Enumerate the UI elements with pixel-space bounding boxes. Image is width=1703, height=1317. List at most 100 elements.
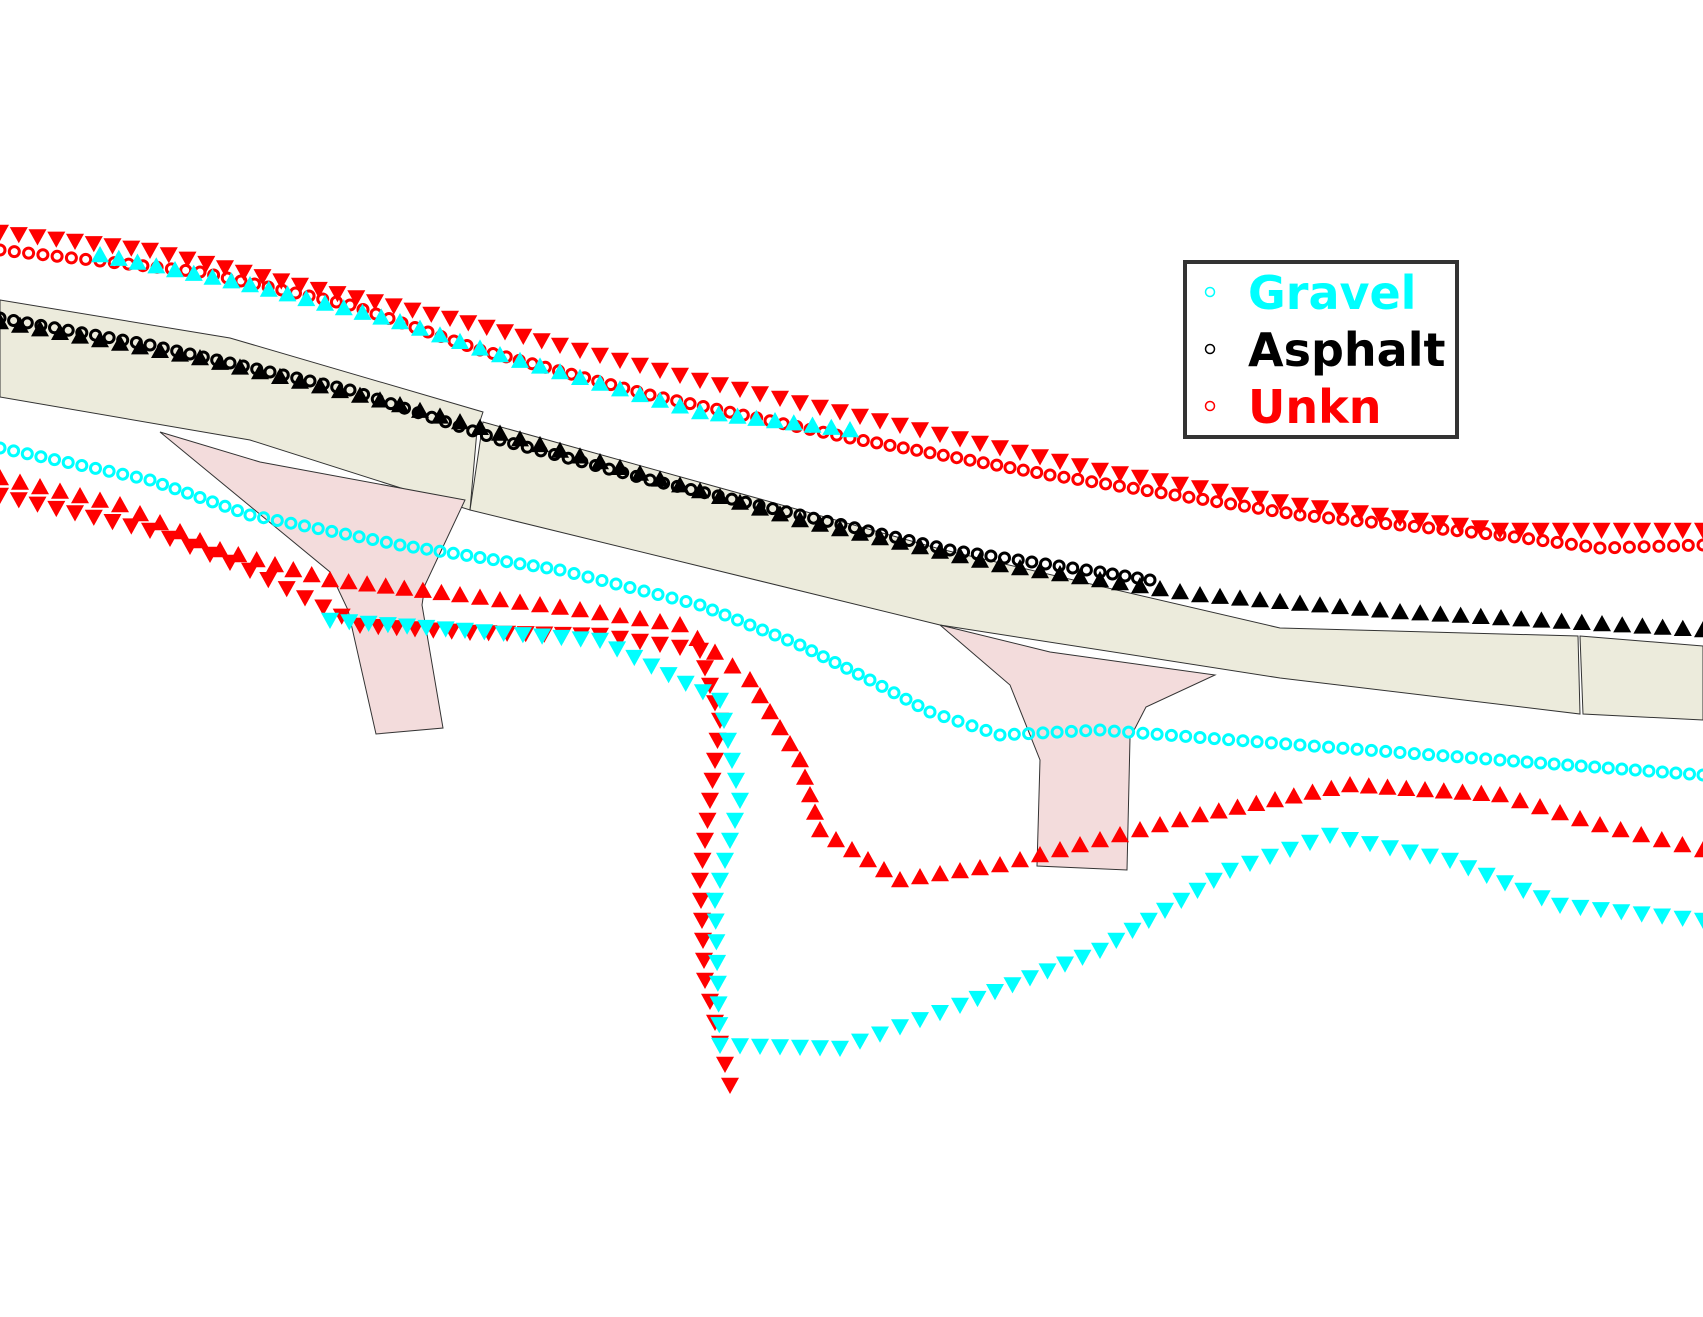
triangle-up-marker <box>728 407 747 424</box>
triangle-up-marker <box>284 561 303 578</box>
triangle-down-marker <box>709 996 728 1013</box>
triangle-down-marker <box>296 590 314 607</box>
circle-marker <box>1493 753 1507 767</box>
circle-marker <box>1615 762 1629 776</box>
circle-marker <box>36 248 50 262</box>
circle-marker <box>604 378 618 392</box>
circle-marker <box>1637 540 1651 554</box>
circle-marker <box>561 451 575 465</box>
circle-marker <box>1579 539 1593 553</box>
triangle-up-marker <box>931 542 949 559</box>
triangle-down-marker <box>477 319 496 336</box>
circle-marker <box>923 705 937 719</box>
triangle-down-marker <box>1091 942 1109 959</box>
triangle-up-marker <box>711 487 729 504</box>
triangle-up-marker <box>1453 783 1472 800</box>
triangle-down-marker <box>931 1005 949 1022</box>
triangle-up-marker <box>222 272 241 289</box>
triangle-down-marker <box>216 260 234 277</box>
circle-marker <box>343 383 357 397</box>
circle-marker <box>950 451 964 465</box>
triangle-up-marker <box>0 313 9 330</box>
triangle-down-marker <box>791 395 809 412</box>
circle-marker <box>1030 466 1044 479</box>
circle-marker <box>828 656 842 669</box>
triangle-down-marker <box>1331 502 1349 519</box>
triangle-up-marker <box>1266 791 1284 808</box>
triangle-up-marker <box>766 412 784 429</box>
triangle-down-marker <box>723 752 741 769</box>
triangle-down-marker <box>1301 834 1319 851</box>
triangle-up-marker <box>451 413 469 430</box>
triangle-down-marker <box>272 273 291 290</box>
legend-label-gravel: Gravel <box>1248 266 1416 320</box>
circle-marker <box>460 548 474 562</box>
circle-marker <box>1322 740 1336 754</box>
triangle-down-marker <box>1321 827 1339 844</box>
triangle-down-marker <box>715 712 733 729</box>
triangle-down-marker <box>532 333 551 350</box>
triangle-down-marker <box>1211 483 1229 500</box>
triangle-down-marker <box>1261 848 1279 865</box>
trajectory-lower-circles <box>0 441 1703 782</box>
triangle-down-marker <box>693 684 712 701</box>
triangle-up-marker <box>771 719 789 736</box>
triangle-up-marker <box>191 349 209 366</box>
triangle-up-marker <box>531 435 549 453</box>
triangle-down-marker <box>1632 906 1651 923</box>
circle-marker <box>1099 477 1113 491</box>
triangle-up-marker <box>51 323 69 340</box>
triangle-up-marker <box>784 414 803 431</box>
triangle-down-marker <box>1591 902 1610 919</box>
triangle-up-marker <box>451 332 469 349</box>
triangle-down-marker <box>731 381 749 398</box>
triangle-down-marker <box>1251 490 1269 507</box>
triangle-up-marker <box>211 541 229 558</box>
triangle-down-marker <box>309 281 328 299</box>
triangle-down-marker <box>181 538 199 555</box>
triangle-down-marker <box>122 240 141 257</box>
circle-marker <box>298 519 311 533</box>
circle-marker <box>781 633 794 647</box>
trajectory-upper-road-down-triangles <box>0 224 1703 539</box>
triangle-up-marker <box>631 385 649 403</box>
road-segment-1 <box>0 299 484 511</box>
triangle-down-marker <box>1491 522 1509 539</box>
triangle-up-marker <box>297 289 316 307</box>
triangle-up-marker <box>951 862 969 879</box>
triangle-down-marker <box>1633 522 1652 539</box>
triangle-down-marker <box>708 975 727 992</box>
trajectory-lower-up-triangles <box>0 469 1703 888</box>
triangle-up-marker <box>351 386 369 403</box>
circle-marker <box>651 588 665 601</box>
circle-marker <box>540 561 554 575</box>
triangle-up-marker <box>1434 782 1453 799</box>
triangle-down-marker <box>436 621 455 638</box>
triangle-up-marker <box>611 458 629 475</box>
circle-marker <box>1422 748 1436 762</box>
circle-marker <box>420 542 434 556</box>
triangle-up-marker <box>71 327 89 344</box>
circle-marker <box>863 673 877 687</box>
circle-marker <box>352 530 366 544</box>
triangle-up-marker <box>1512 610 1531 627</box>
triangle-down-marker <box>47 500 66 518</box>
triangle-down-marker <box>706 892 724 909</box>
triangle-down-marker <box>1694 912 1703 929</box>
triangle-up-marker <box>1571 810 1589 827</box>
triangle-up-marker <box>1151 580 1169 597</box>
triangle-down-marker <box>1341 832 1359 849</box>
circle-marker <box>406 540 420 554</box>
triangle-up-marker <box>151 341 169 358</box>
triangle-down-marker <box>1073 949 1092 966</box>
triangle-up-marker <box>11 473 29 490</box>
circle-marker <box>1043 468 1057 482</box>
triangle-down-marker <box>851 408 869 425</box>
triangle-up-marker <box>251 363 269 380</box>
circle-marker <box>1393 746 1407 759</box>
triangle-down-marker <box>1612 522 1631 539</box>
circle-marker <box>393 538 407 552</box>
triangle-down-marker <box>971 435 989 452</box>
triangle-down-marker <box>1107 932 1126 949</box>
